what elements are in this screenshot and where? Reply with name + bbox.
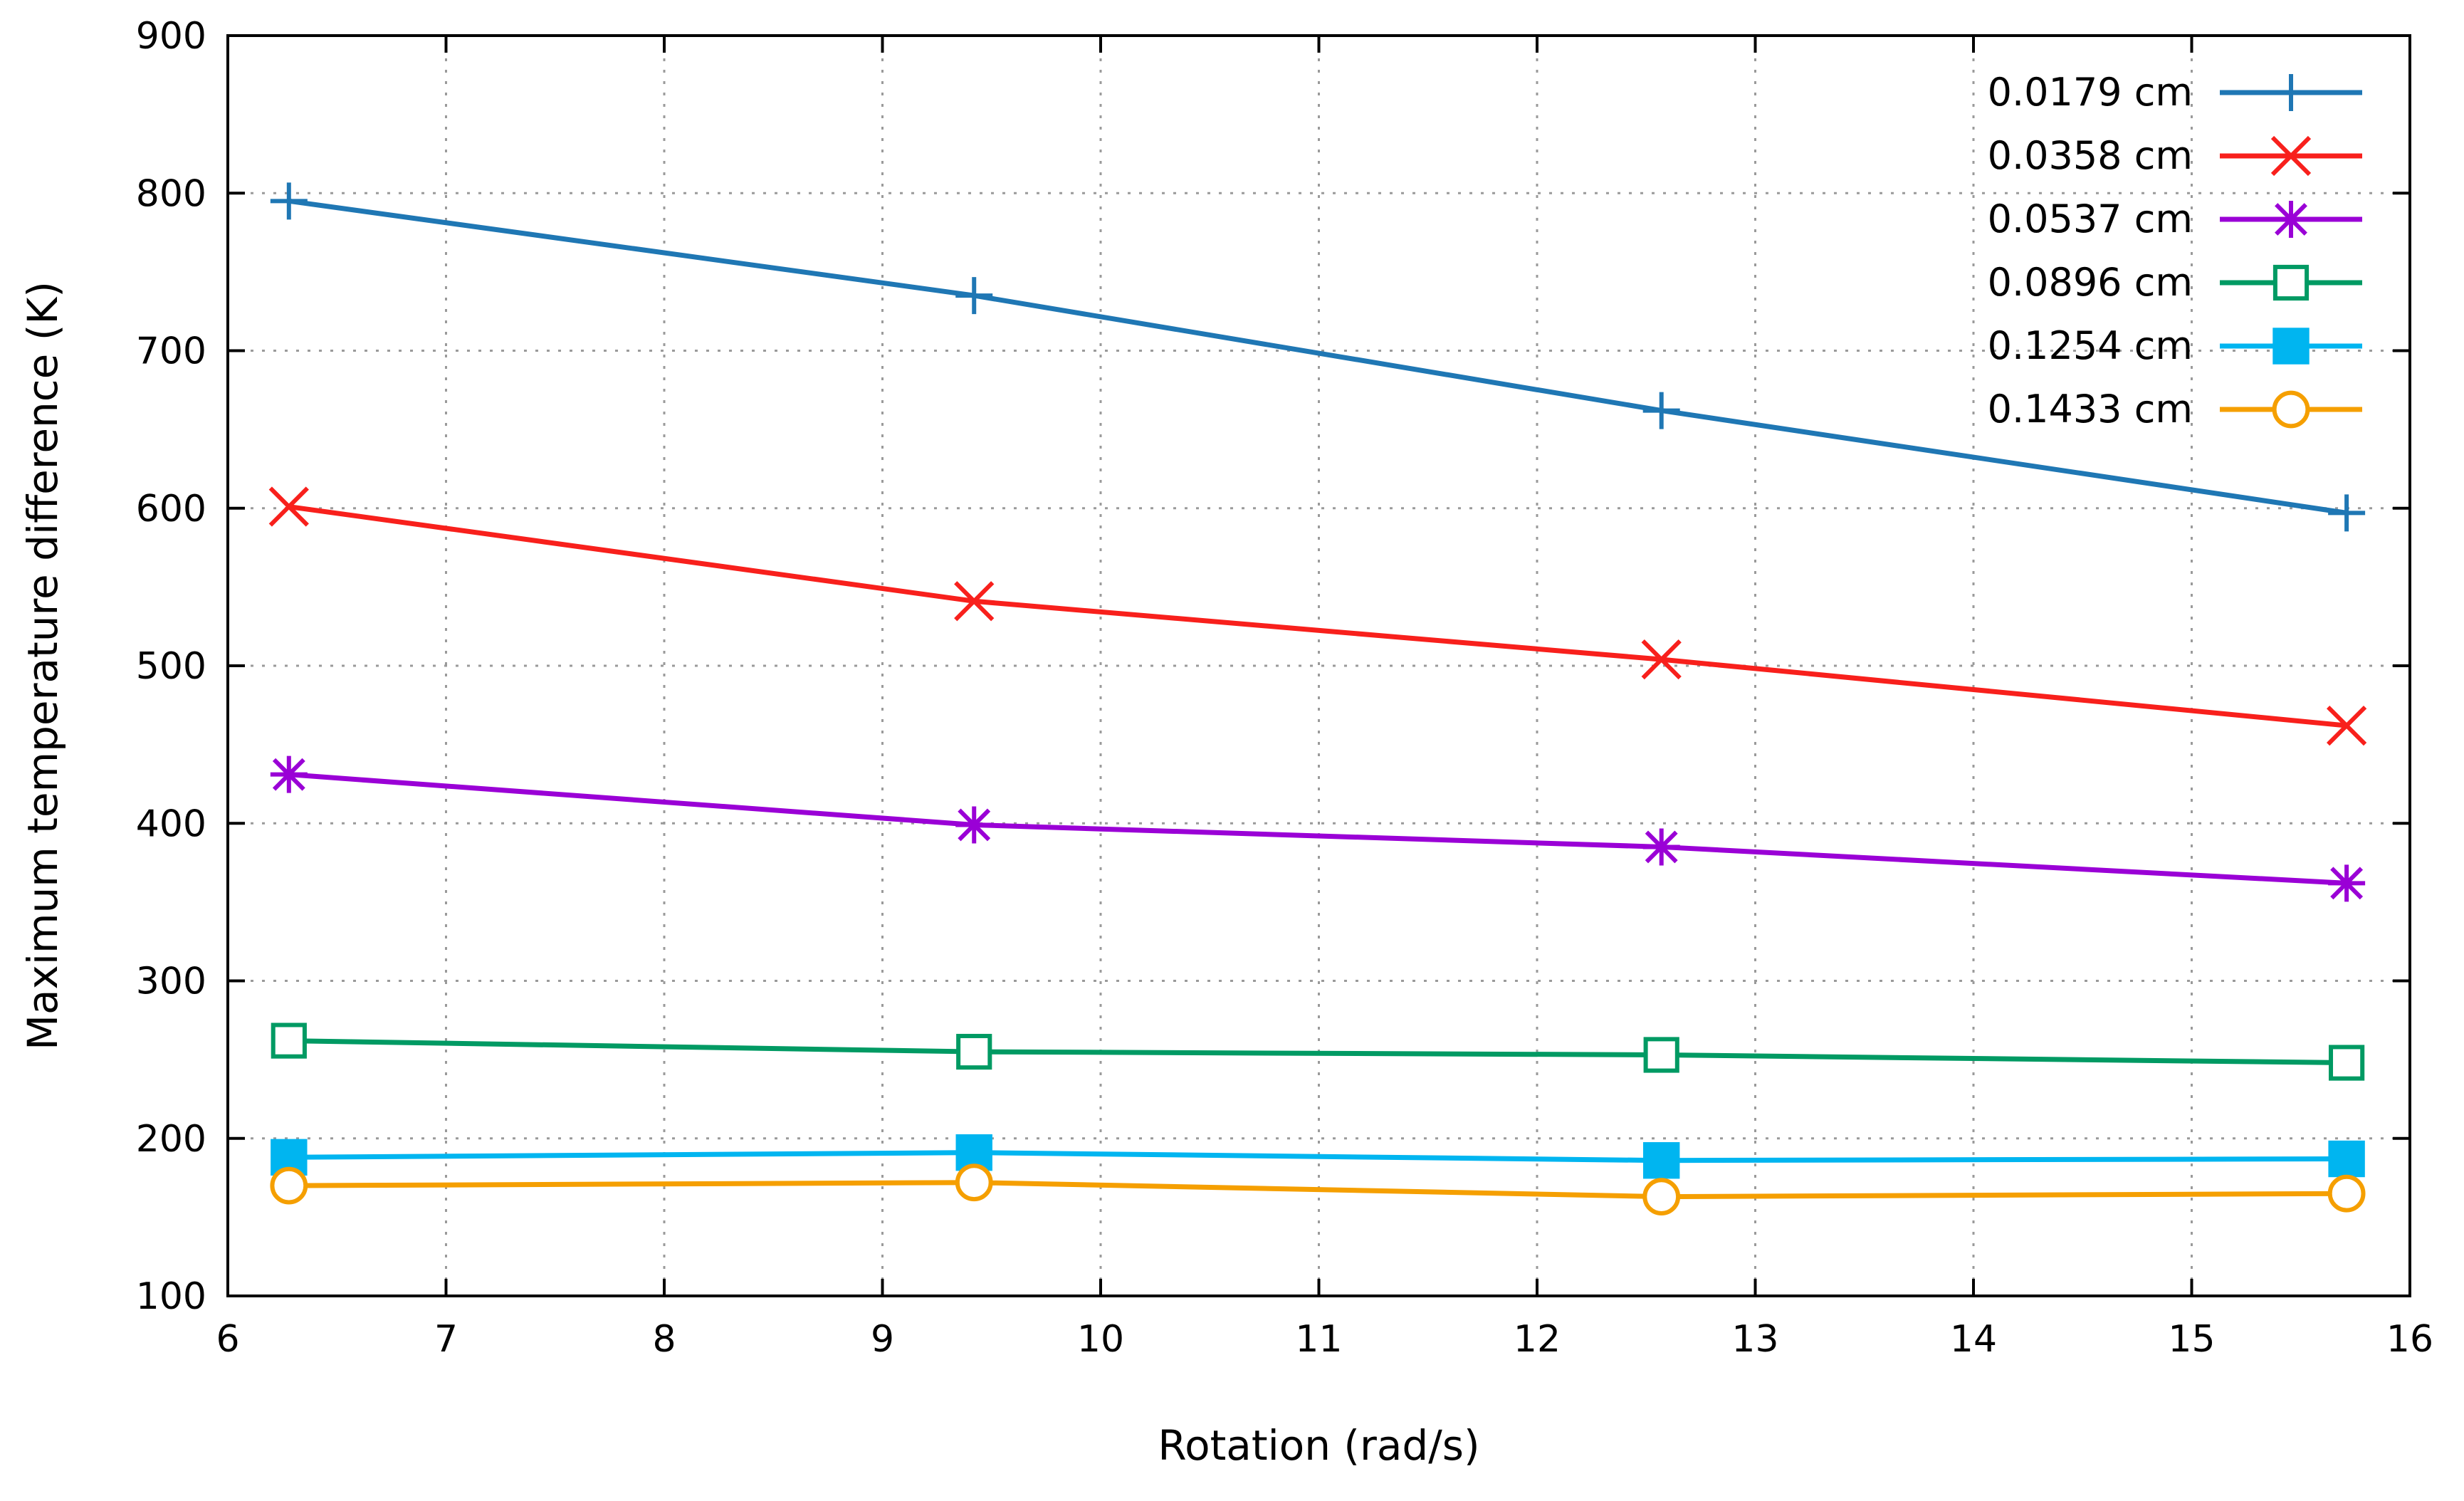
series-line — [288, 504, 2347, 728]
series-line — [288, 1180, 2347, 1200]
series-2 — [268, 486, 2367, 746]
legend-marker — [2272, 390, 2310, 429]
x-tick-label: 14 — [1950, 1318, 1997, 1361]
legend-label: 0.0896 cm — [1988, 260, 2193, 305]
x-axis-title: Rotation (rad/s) — [1158, 1421, 1479, 1470]
data-point — [1643, 1037, 1679, 1073]
legend-entry: 0.0896 cm — [1988, 260, 2362, 305]
series-3 — [270, 755, 2366, 902]
legend-entry: 0.1433 cm — [1988, 387, 2362, 432]
series-5 — [271, 1134, 2365, 1179]
data-point — [954, 581, 995, 622]
legend-label: 0.0537 cm — [1988, 197, 2193, 241]
legend-marker — [2272, 328, 2310, 365]
x-tick-label: 8 — [652, 1318, 676, 1361]
x-tick-label: 16 — [2386, 1318, 2433, 1361]
x-tick-label: 12 — [1514, 1318, 1561, 1361]
series-1 — [270, 182, 2366, 532]
grid — [228, 36, 2410, 1296]
data-point — [1642, 392, 1680, 429]
y-tick-label: 800 — [136, 172, 206, 215]
series-line — [288, 1150, 2347, 1163]
y-tick-label: 200 — [136, 1118, 206, 1161]
legend-marker — [2272, 264, 2310, 301]
y-axis-title: Maximum temperature difference (K) — [19, 281, 67, 1050]
data-point — [271, 1023, 307, 1059]
legend-label: 0.1254 cm — [1988, 323, 2193, 368]
legend: 0.0179 cm 0.0358 cm 0.0537 cm 0.0896 cm 0.12… — [1988, 70, 2362, 432]
data-point — [955, 806, 993, 844]
legend-label: 0.1433 cm — [1988, 387, 2193, 432]
y-tick-label: 400 — [136, 802, 206, 845]
x-tick-label: 11 — [1295, 1318, 1342, 1361]
x-tick-label: 7 — [434, 1318, 458, 1361]
data-point — [1643, 1142, 1680, 1179]
axes: Rotation (rad/s) Maximum temperature dif… — [19, 281, 1480, 1470]
legend-label: 0.0358 cm — [1988, 133, 2193, 178]
data-point — [2328, 864, 2366, 902]
data-point — [2328, 494, 2366, 532]
y-tick-label: 600 — [136, 488, 206, 530]
x-tick-label: 10 — [1077, 1318, 1124, 1361]
y-tick-label: 500 — [136, 645, 206, 688]
data-point — [955, 277, 993, 315]
series-line — [288, 198, 2347, 516]
legend-marker — [2272, 201, 2310, 238]
y-tick-label: 700 — [136, 330, 206, 373]
data-point — [1642, 1178, 1681, 1216]
axis-ticks: 6 7 8 9 10 11 12 13 14 15 16 100 200 300 400 500 600 700 8… — [136, 15, 2433, 1361]
data-point — [268, 486, 309, 527]
legend-label: 0.0179 cm — [1988, 70, 2193, 115]
series-line — [288, 1038, 2347, 1066]
data-point — [270, 182, 308, 220]
data-point — [1641, 639, 1682, 680]
x-tick-label: 13 — [1731, 1318, 1778, 1361]
legend-entry: 0.0358 cm — [1988, 133, 2362, 178]
series-4 — [271, 1023, 2365, 1081]
x-tick-label: 15 — [2168, 1318, 2215, 1361]
data-point — [1642, 828, 1680, 866]
legend-entry: 0.0537 cm — [1988, 197, 2362, 241]
data-point — [2328, 1140, 2365, 1178]
data-point — [270, 755, 308, 793]
series-line — [288, 772, 2347, 886]
legend-entry: 0.0179 cm — [1988, 70, 2362, 115]
series-group — [268, 182, 2367, 1216]
data-point — [2326, 705, 2367, 746]
data-point — [2327, 1174, 2366, 1213]
y-tick-label: 900 — [136, 15, 206, 58]
data-point — [956, 1033, 992, 1070]
legend-marker — [2270, 135, 2312, 177]
y-tick-label: 300 — [136, 961, 206, 1003]
data-point — [2329, 1045, 2365, 1081]
x-tick-label: 9 — [871, 1318, 894, 1361]
data-point — [270, 1166, 308, 1205]
legend-marker — [2272, 74, 2310, 111]
legend-entry: 0.1254 cm — [1988, 323, 2362, 368]
x-tick-label: 6 — [216, 1318, 239, 1361]
data-point — [955, 1163, 993, 1202]
y-tick-label: 100 — [136, 1275, 206, 1318]
series-6 — [270, 1163, 2366, 1216]
